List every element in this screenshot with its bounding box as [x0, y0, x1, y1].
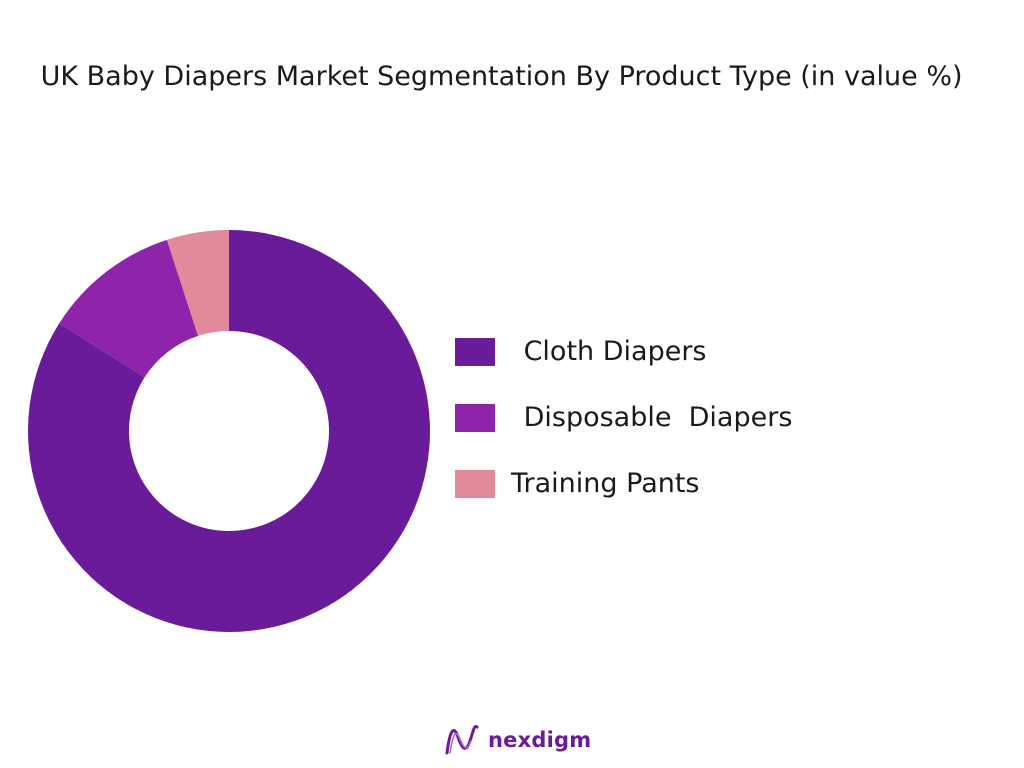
- legend-swatch-cloth-diapers: [455, 338, 495, 366]
- donut-slice-disposable-diapers: [59, 239, 199, 378]
- legend-label-training-pants: Training Pants: [511, 468, 700, 499]
- legend-swatch-training-pants: [455, 470, 495, 498]
- legend-label-cloth-diapers: Cloth Diapers: [515, 336, 707, 367]
- chart-title: UK Baby Diapers Market Segmentation By P…: [32, 61, 963, 92]
- legend-item-cloth-diapers: Cloth Diapers: [455, 328, 975, 394]
- donut-slice-cloth-diapers: [27, 230, 430, 632]
- nexdigm-logo-icon: [445, 725, 479, 755]
- donut-chart: [27, 230, 430, 632]
- legend-label-disposable-diapers: Disposable Diapers: [515, 402, 793, 433]
- chart-legend: Cloth Diapers Disposable Diapers Trainin…: [455, 328, 975, 526]
- legend-item-training-pants: Training Pants: [455, 460, 975, 526]
- nexdigm-logo: nexdigm: [444, 720, 591, 760]
- legend-item-disposable-diapers: Disposable Diapers: [455, 394, 975, 460]
- legend-swatch-disposable-diapers: [455, 404, 495, 432]
- nexdigm-logo-text: nexdigm: [488, 728, 592, 752]
- donut-slice-training-pants: [166, 230, 229, 336]
